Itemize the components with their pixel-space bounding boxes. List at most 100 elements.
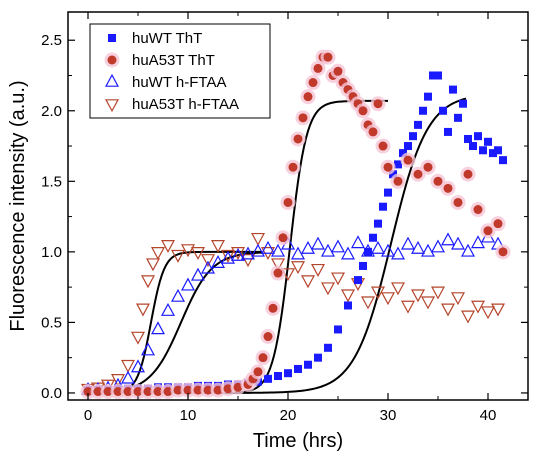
data-point [300, 240, 316, 254]
plot-frame [67, 11, 529, 401]
y-tick-label: 2.0 [41, 103, 62, 120]
data-point [400, 152, 416, 168]
point-dot [278, 233, 288, 243]
point-dot [368, 127, 378, 137]
data-point [494, 146, 502, 155]
data-point [390, 173, 406, 189]
data-point [374, 219, 382, 228]
data-point [384, 188, 392, 197]
point-dot [483, 226, 493, 236]
point-dot [273, 268, 283, 278]
data-point [275, 230, 291, 246]
data-point [290, 246, 306, 260]
data-point [304, 360, 312, 369]
data-point [140, 342, 156, 356]
data-point [440, 303, 456, 317]
data-point [250, 364, 266, 380]
data-point [420, 243, 436, 257]
data-point [230, 247, 246, 261]
data-point [135, 303, 151, 317]
point-dot [173, 385, 183, 395]
data-point [420, 159, 436, 175]
data-point [380, 292, 396, 306]
point-dot [143, 387, 153, 397]
point-dot [183, 385, 193, 395]
point-dot [303, 92, 313, 102]
data-point [390, 246, 406, 260]
data-point [375, 138, 391, 154]
data-point [379, 202, 387, 211]
x-tick-label: 20 [280, 407, 297, 424]
data-point [490, 303, 506, 317]
point-dot [133, 387, 143, 397]
legend-label: huWT h-FTAA [132, 74, 226, 91]
data-points [80, 49, 511, 400]
legend-item: huA53T h-FTAA [104, 96, 239, 113]
data-point [469, 142, 477, 151]
data-point [295, 110, 311, 126]
data-point [220, 250, 236, 264]
point-dot [253, 367, 263, 377]
data-point [255, 350, 271, 366]
point-dot [193, 385, 203, 395]
data-point [484, 137, 492, 146]
point-dot [373, 99, 383, 109]
legend-box [89, 23, 271, 119]
series-3 [80, 229, 506, 395]
data-point [190, 267, 206, 281]
data-point [410, 289, 426, 303]
data-point [314, 353, 322, 362]
legend-item: huWT ThT [108, 30, 202, 47]
data-point [359, 261, 367, 270]
point-dot [393, 176, 403, 186]
point-dot [153, 387, 163, 397]
data-point [150, 321, 166, 335]
point-dot [107, 55, 117, 65]
point-dot [473, 205, 483, 215]
legend-marker [104, 52, 120, 68]
data-point [310, 236, 326, 250]
data-point [260, 240, 276, 254]
legend-label: huWT ThT [132, 30, 202, 47]
legend-marker [104, 73, 120, 87]
point-dot [453, 197, 463, 207]
point-dot [83, 387, 93, 397]
data-point [274, 372, 282, 381]
data-point [180, 277, 196, 291]
data-point [230, 247, 246, 261]
data-point [394, 160, 402, 169]
data-point [430, 286, 446, 300]
x-axis-label: Time (hrs) [253, 430, 343, 452]
point-dot [233, 382, 243, 392]
data-point [250, 232, 266, 246]
data-point [290, 131, 306, 147]
data-point [145, 258, 161, 272]
legend-item: huA53T ThT [104, 52, 215, 69]
data-point [240, 254, 256, 268]
point-dot [498, 247, 508, 257]
x-tick-label: 10 [180, 407, 197, 424]
point-dot [378, 141, 388, 151]
data-point [280, 194, 296, 210]
y-tick-label: 0.5 [41, 314, 62, 331]
point-dot [203, 385, 213, 395]
point-dot [113, 387, 123, 397]
data-point [294, 364, 302, 373]
data-point [320, 282, 336, 296]
fit-curve [88, 99, 388, 394]
data-point [300, 275, 316, 289]
data-point [470, 202, 486, 218]
data-point [350, 235, 366, 249]
data-point [250, 243, 266, 257]
data-point [170, 249, 186, 263]
data-point [285, 159, 301, 175]
data-point [264, 374, 272, 383]
data-point [330, 272, 346, 286]
data-point [399, 149, 407, 158]
point-dot [163, 387, 173, 397]
data-point [460, 243, 476, 257]
series-2 [80, 49, 511, 400]
data-point [409, 132, 417, 141]
data-point [320, 243, 336, 257]
data-point [340, 289, 356, 303]
